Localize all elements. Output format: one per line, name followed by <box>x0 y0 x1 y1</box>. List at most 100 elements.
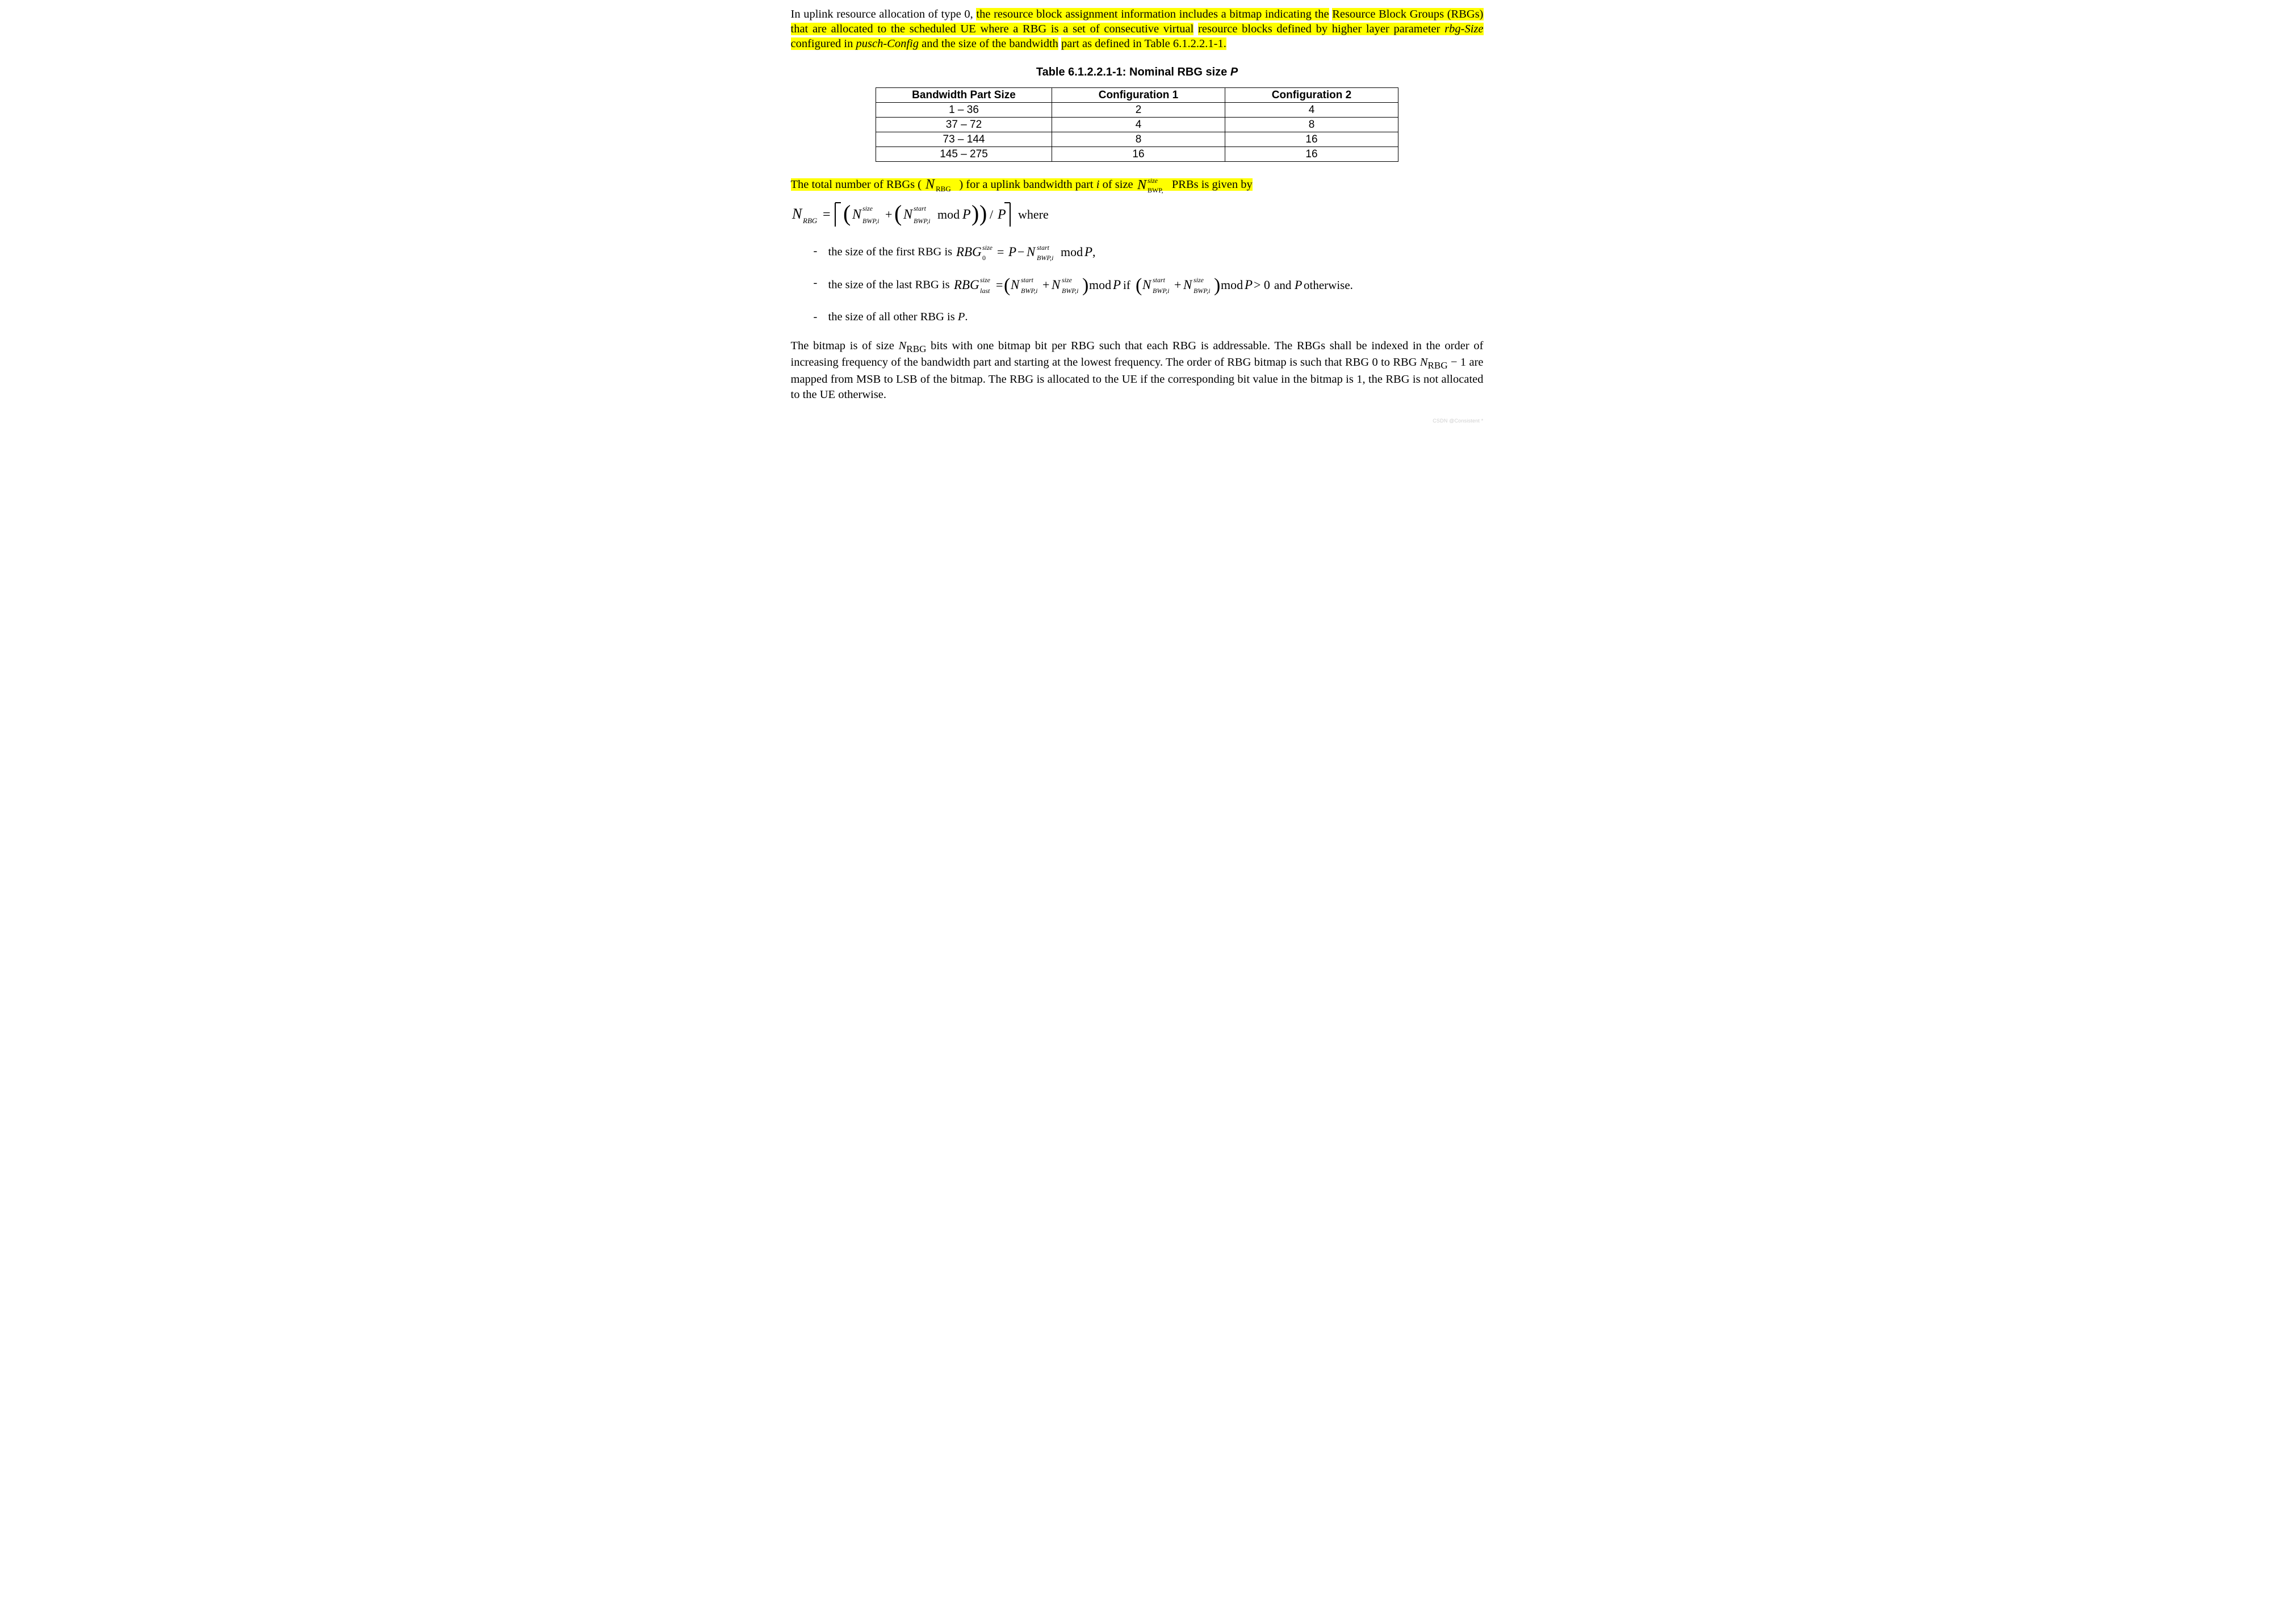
f-lp2: ( <box>894 200 902 226</box>
list-item-first-rbg: the size of the first RBG is RBG size 0 … <box>814 244 1484 262</box>
table-cell: 145 – 275 <box>876 147 1052 162</box>
b2-n4sup: size <box>1193 276 1204 284</box>
closing-paragraph: The bitmap is of size NRBG bits with one… <box>791 338 1484 402</box>
page: In uplink resource allocation of type 0,… <box>782 0 1493 428</box>
table-body: 1 – 36 2 4 37 – 72 4 8 73 – 144 8 16 145… <box>876 103 1398 162</box>
f-lp1: ( <box>843 200 851 226</box>
table-cell: 4 <box>1225 103 1398 118</box>
watermark: CSDN @Consistent * <box>1433 418 1483 425</box>
b2-rbg: RBG <box>953 278 979 292</box>
b2-P3: P <box>1294 278 1302 292</box>
b2-pre: the size of the last RBG is <box>828 279 953 291</box>
b1-rbg: RBG <box>956 245 982 259</box>
intro-hl-line3: part as defined in Table 6.1.2.2.1-1. <box>1061 37 1226 50</box>
b2-n3sub: BWP,i <box>1153 287 1169 295</box>
f-start1: start <box>914 204 927 212</box>
nrbg-formula: N RBG = ( N size BWP,i + ( N start BWP,i… <box>791 199 1484 230</box>
table-cell: 1 – 36 <box>876 103 1052 118</box>
f-N: N <box>791 206 803 222</box>
b2-plus2: + <box>1174 278 1181 292</box>
b1-sub: 0 <box>982 254 986 262</box>
b2-modp1: mod <box>1089 278 1111 292</box>
table-cell: 2 <box>1052 103 1225 118</box>
rbg-size-list: the size of the first RBG is RBG size 0 … <box>791 244 1484 324</box>
f-P1: P <box>962 207 971 222</box>
b2-eq: = <box>996 278 1003 292</box>
b1-eqp: = <box>997 245 1004 259</box>
table-cell: 8 <box>1225 118 1398 132</box>
b1-svg: RBG size 0 = P − N start BWP,i mod P , <box>955 244 1148 262</box>
f-P2: P <box>997 207 1006 222</box>
c-N2: N <box>1420 356 1428 369</box>
nsize-sub: BWP, <box>1148 186 1163 194</box>
nsize-svg: N size BWP, <box>1136 177 1169 194</box>
f-N2: N <box>903 207 914 222</box>
table-row: 145 – 275 16 16 <box>876 147 1398 162</box>
b2-plus1: + <box>1042 278 1049 292</box>
total-nsize: N size BWP, <box>1136 178 1172 191</box>
f-slash: / <box>990 207 994 221</box>
b2-n1sup: start <box>1021 276 1034 284</box>
b3-dot: . <box>965 311 968 323</box>
b2-rp1: ) <box>1082 275 1088 296</box>
f-rp2: ) <box>971 200 979 226</box>
total-b: ) for a uplink bandwidth part <box>959 178 1096 191</box>
table-caption-text: Table 6.1.2.2.1-1: Nominal RBG size <box>1036 66 1230 78</box>
b3-text-pre: the size of all other RBG is <box>828 311 958 323</box>
f-mod: mod <box>937 207 960 221</box>
b2-otherwise: otherwise. <box>1304 278 1353 292</box>
b1-nsup: start <box>1037 244 1050 252</box>
f-plus: + <box>885 207 892 221</box>
b2-N1: N <box>1010 278 1020 292</box>
b3-P: P <box>958 311 965 323</box>
total-c: of size <box>1099 178 1136 191</box>
table-cell: 16 <box>1225 132 1398 147</box>
b2-lp2: ( <box>1136 275 1142 296</box>
b2-sub: last <box>980 287 990 295</box>
b1-modp: mod <box>1061 245 1083 259</box>
list-item-other-rbg: the size of all other RBG is P. <box>814 309 1484 324</box>
list-item-last-rbg: the size of the last RBG is RBG size las… <box>814 275 1484 296</box>
nrbg-n: N <box>925 178 936 192</box>
table-header-row: Bandwidth Part Size Configuration 1 Conf… <box>876 88 1398 103</box>
b1-comma: , <box>1092 245 1096 259</box>
b1-minus: − <box>1017 245 1024 259</box>
b1-P2: P <box>1084 245 1092 259</box>
intro-hl-line2c: configured in <box>791 37 856 50</box>
b2-N4: N <box>1183 278 1193 292</box>
b1-P: P <box>1008 245 1016 259</box>
b1-N: N <box>1026 245 1036 259</box>
intro-hl-rbgsize: rbg-Size <box>1444 23 1483 35</box>
table-cell: 16 <box>1225 147 1398 162</box>
formula-svg: N RBG = ( N size BWP,i + ( N start BWP,i… <box>791 199 1058 230</box>
c-N1-sub: RBG <box>906 344 926 354</box>
f-N1: N <box>852 207 862 222</box>
table-caption-p: P <box>1230 66 1238 78</box>
intro-pre: In uplink resource allocation of type 0, <box>791 8 977 20</box>
nsize-n: N <box>1137 178 1148 192</box>
ceil-left <box>835 203 841 227</box>
intro-hl-line2b: resource blocks defined by higher layer … <box>1198 23 1444 35</box>
b2-modp2: mod <box>1221 278 1243 292</box>
f-bwpi1: BWP,i <box>862 217 879 225</box>
nrbg-svg: N RBG <box>924 178 956 192</box>
c-a: The bitmap is of size <box>791 340 899 352</box>
b2-n4sub: BWP,i <box>1193 287 1210 295</box>
table-row: 73 – 144 8 16 <box>876 132 1398 147</box>
table-cell: 73 – 144 <box>876 132 1052 147</box>
table-cell: 8 <box>1052 132 1225 147</box>
nrbg-sub: RBG <box>936 185 951 192</box>
b2-lp1: ( <box>1004 275 1010 296</box>
table-cell: 16 <box>1052 147 1225 162</box>
b1-nsub: BWP,i <box>1037 254 1053 262</box>
b2-sup: size <box>980 276 991 284</box>
total-rbgs-line: The total number of RBGs ( N RBG ) for a… <box>791 177 1484 194</box>
b2-svg: RBG size last = ( N start BWP,i + N size… <box>953 275 1452 296</box>
intro-paragraph: In uplink resource allocation of type 0,… <box>791 7 1484 52</box>
f-bwpi2: BWP,i <box>914 217 930 225</box>
table-caption: Table 6.1.2.2.1-1: Nominal RBG size P <box>791 65 1484 80</box>
total-d: PRBs is given by <box>1172 178 1253 191</box>
f-size1: size <box>862 204 873 212</box>
b2-N2: N <box>1051 278 1061 292</box>
b2-N3: N <box>1142 278 1152 292</box>
